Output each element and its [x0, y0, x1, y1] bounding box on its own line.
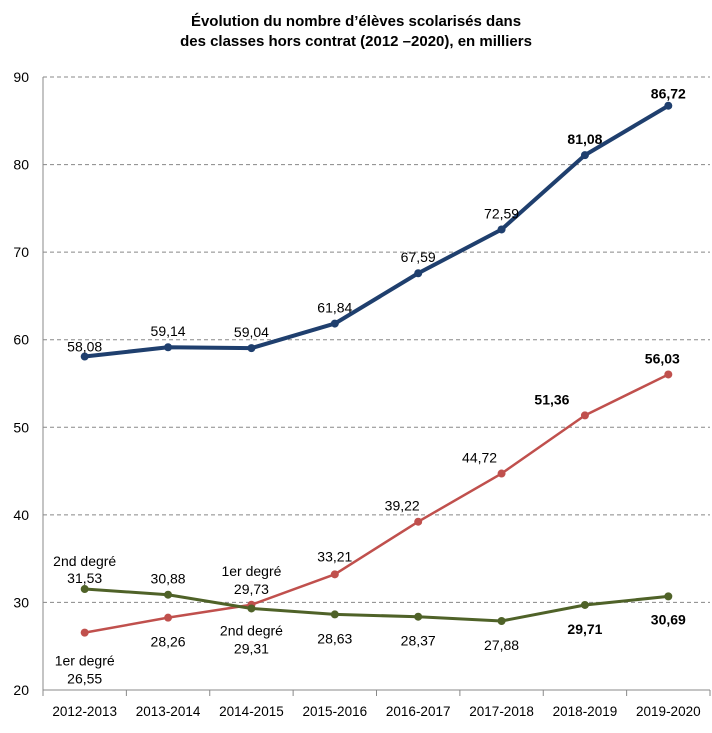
- y-tick-label: 30: [13, 594, 29, 610]
- x-tick-label: 2013-2014: [136, 704, 201, 719]
- y-tick-label: 90: [13, 69, 29, 85]
- annotation-label: 1er degré: [221, 563, 281, 579]
- x-tick-label: 2019-2020: [636, 704, 701, 719]
- data-label-total: 86,72: [651, 86, 686, 102]
- data-point-total: [330, 319, 339, 328]
- data-point-premier: [497, 469, 506, 478]
- data-point-second: [664, 592, 673, 601]
- data-label-total: 59,14: [151, 323, 186, 339]
- data-point-total: [580, 151, 589, 160]
- data-label-total: 58,08: [67, 339, 102, 355]
- data-point-premier: [414, 517, 423, 526]
- data-point-total: [414, 269, 423, 278]
- data-label-second: 27,88: [484, 637, 519, 653]
- data-label-second: 30,69: [651, 611, 686, 627]
- data-label-premier: 39,22: [385, 498, 420, 514]
- y-tick-label: 60: [13, 332, 29, 348]
- y-tick-label: 40: [13, 507, 29, 523]
- title-line-1: Évolution du nombre d’élèves scolarisés …: [190, 13, 522, 30]
- data-label-premier: 44,72: [462, 450, 497, 466]
- x-tick-label: 2014-2015: [219, 704, 284, 719]
- title-line-2: des classes hors contrat (2012 –2020), e…: [180, 33, 532, 50]
- data-point-premier: [330, 570, 339, 579]
- data-point-premier: [664, 370, 673, 379]
- series-line-premier: [84, 373, 669, 634]
- y-tick-label: 50: [13, 419, 29, 435]
- data-point-premier: [80, 628, 89, 637]
- data-label-total: 67,59: [401, 249, 436, 265]
- annotation-label: 2nd degré: [220, 622, 283, 638]
- data-label-premier: 29,73: [234, 581, 269, 597]
- data-label-premier: 28,26: [151, 634, 186, 650]
- data-label-second: 29,31: [234, 640, 269, 656]
- x-tick-label: 2012-2013: [52, 704, 117, 719]
- data-point-premier: [164, 613, 173, 622]
- y-tick-label: 80: [13, 157, 29, 173]
- data-label-premier: 51,36: [534, 391, 569, 407]
- y-tick-label: 70: [13, 244, 29, 260]
- data-label-second: 29,71: [567, 621, 602, 637]
- data-label-total: 61,84: [317, 300, 352, 316]
- data-point-second: [80, 585, 89, 594]
- x-tick-label: 2016-2017: [386, 704, 451, 719]
- data-label-total: 59,04: [234, 324, 269, 340]
- data-point-second: [164, 590, 173, 599]
- data-point-premier: [580, 411, 589, 420]
- data-point-total: [664, 101, 673, 110]
- chart-title: Évolution du nombre d’élèves scolarisés …: [0, 12, 712, 52]
- annotation-label: 1er degré: [55, 653, 115, 669]
- data-point-second: [580, 600, 589, 609]
- data-label-total: 81,08: [567, 131, 602, 147]
- data-point-second: [497, 616, 506, 625]
- x-tick-label: 2018-2019: [553, 704, 618, 719]
- x-tick-label: 2017-2018: [469, 704, 534, 719]
- data-label-second: 30,88: [151, 571, 186, 587]
- x-tick-label: 2015-2016: [303, 704, 368, 719]
- y-tick-label: 20: [13, 682, 29, 698]
- data-point-total: [497, 225, 506, 234]
- data-label-total: 72,59: [484, 205, 519, 221]
- data-point-second: [247, 604, 256, 613]
- data-point-second: [414, 612, 423, 621]
- data-point-second: [330, 610, 339, 619]
- series-line-second: [84, 587, 669, 623]
- data-label-second: 28,37: [401, 633, 436, 649]
- data-label-second: 31,53: [67, 570, 102, 586]
- data-point-total: [164, 343, 173, 352]
- data-point-total: [247, 344, 256, 353]
- data-label-premier: 56,03: [645, 350, 680, 366]
- annotation-label: 2nd degré: [53, 553, 116, 569]
- data-label-premier: 33,21: [317, 548, 352, 564]
- data-point-total: [80, 352, 89, 361]
- series-line-total: [84, 104, 670, 359]
- data-label-second: 28,63: [317, 630, 352, 646]
- data-label-premier: 26,55: [67, 671, 102, 687]
